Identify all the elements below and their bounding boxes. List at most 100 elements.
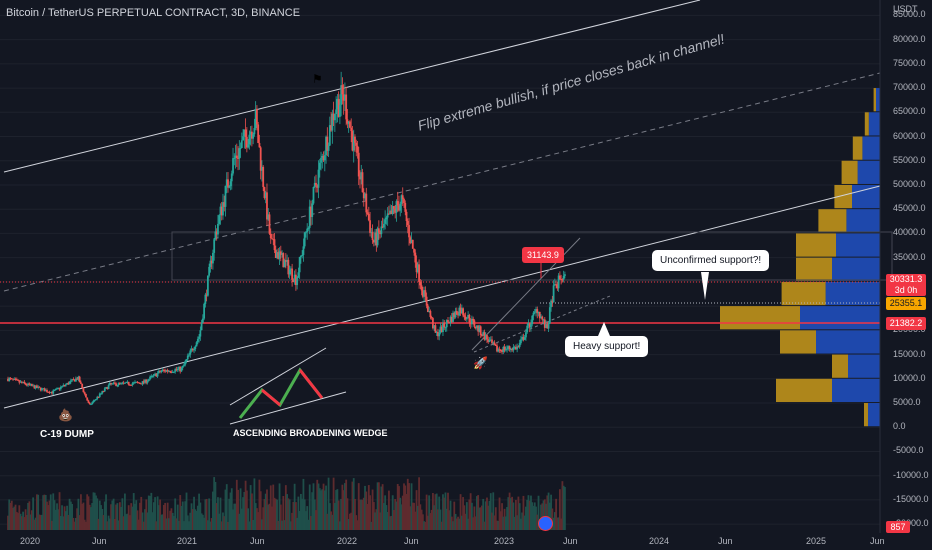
candle-body: [106, 387, 109, 389]
candle-body: [186, 355, 189, 360]
candle-body: [22, 381, 24, 383]
candle-body: [52, 390, 55, 394]
volume-bar: [7, 515, 9, 530]
volume-bar: [520, 518, 522, 530]
candle-body: [499, 350, 502, 352]
volume-bar: [194, 509, 197, 530]
candle-body: [386, 213, 389, 218]
volume-bar: [179, 495, 182, 530]
volume-bar: [523, 515, 526, 530]
volume-bar: [217, 497, 219, 530]
volume-bar: [330, 511, 332, 530]
volume-bar: [120, 506, 123, 530]
volume-bar: [199, 502, 202, 530]
candle-body: [257, 124, 260, 143]
volume-bar: [283, 520, 286, 530]
time-tick: 2020: [20, 536, 41, 546]
price-tick: -20000.0: [893, 518, 929, 529]
volume-bar: [156, 496, 159, 530]
volume-bar: [269, 485, 272, 530]
candle-body: [330, 125, 332, 131]
volume-bar: [415, 490, 418, 530]
candle-body: [176, 368, 179, 370]
candle-body: [126, 381, 129, 383]
candle-body: [370, 232, 373, 234]
candle-body: [258, 142, 261, 148]
volume-bar: [504, 516, 507, 530]
volume-bar: [154, 497, 156, 530]
candle-body: [120, 382, 123, 384]
volume-bar: [100, 505, 102, 530]
volume-bar: [66, 505, 68, 530]
volume-bar: [338, 521, 341, 530]
volume-bar: [46, 501, 48, 530]
volume-bar: [423, 521, 426, 530]
time-tick: 2024: [649, 536, 670, 546]
time-tick: 2022: [337, 536, 358, 546]
us-flag-icon[interactable]: [538, 516, 553, 531]
volume-bar: [134, 503, 136, 530]
candle-body: [101, 391, 104, 394]
volume-bar: [483, 521, 486, 530]
candle-body: [284, 260, 287, 262]
volume-bar: [224, 489, 227, 530]
volume-bar: [371, 489, 374, 530]
volume-bar: [513, 516, 516, 530]
volume-bar: [98, 500, 101, 530]
candle-body: [87, 400, 90, 403]
volume-bar: [481, 505, 483, 530]
candle-body: [30, 384, 33, 386]
candle-body: [13, 378, 16, 380]
candle-body: [473, 320, 476, 327]
volume-bar: [209, 521, 212, 530]
volume-bar: [347, 518, 350, 530]
volume-bar: [366, 503, 369, 530]
candle-body: [296, 277, 299, 286]
candle-body: [401, 195, 404, 200]
volume-bar: [116, 503, 119, 530]
volume-bar: [33, 519, 36, 530]
candle-body: [132, 382, 135, 384]
candle-body: [547, 323, 550, 329]
candle-body: [459, 307, 462, 314]
candle-body: [349, 121, 351, 128]
candle-body: [287, 259, 290, 275]
candle-body: [175, 369, 178, 371]
volume-bar: [349, 513, 351, 530]
volume-bar: [264, 493, 267, 530]
volume-bar: [374, 512, 376, 530]
volume-bar: [164, 502, 167, 530]
candle-body: [305, 232, 307, 234]
candle-body: [276, 252, 278, 259]
candle-body: [232, 158, 234, 174]
candle-body: [449, 316, 452, 323]
volume-bar: [73, 521, 76, 530]
volume-bar: [336, 489, 339, 530]
candle-body: [521, 337, 524, 340]
volume-bar: [465, 502, 468, 530]
volume-bar: [406, 478, 409, 530]
candle-body: [194, 346, 197, 350]
candle-body: [145, 379, 148, 383]
volume-bar: [188, 521, 190, 530]
volume-bar: [328, 503, 331, 530]
candle-body: [36, 385, 38, 388]
price-tick: 85000.0: [893, 9, 926, 20]
volume-bar: [457, 516, 459, 530]
volume-bar: [473, 506, 476, 530]
candle-body: [90, 404, 92, 406]
volume-bar: [25, 515, 28, 530]
candle-body: [281, 253, 283, 255]
candle-body: [414, 252, 417, 263]
volume-bar: [452, 521, 454, 530]
chart-title: Bitcoin / TetherUS PERPETUAL CONTRACT, 3…: [6, 7, 301, 19]
candle-body: [375, 232, 378, 246]
candle-body: [474, 326, 477, 329]
volume-bar: [95, 495, 97, 530]
candle-body: [88, 402, 91, 405]
volume-bar: [458, 518, 461, 530]
candle-body: [243, 129, 246, 137]
volume-bar: [230, 488, 233, 530]
volume-bar: [213, 477, 216, 530]
